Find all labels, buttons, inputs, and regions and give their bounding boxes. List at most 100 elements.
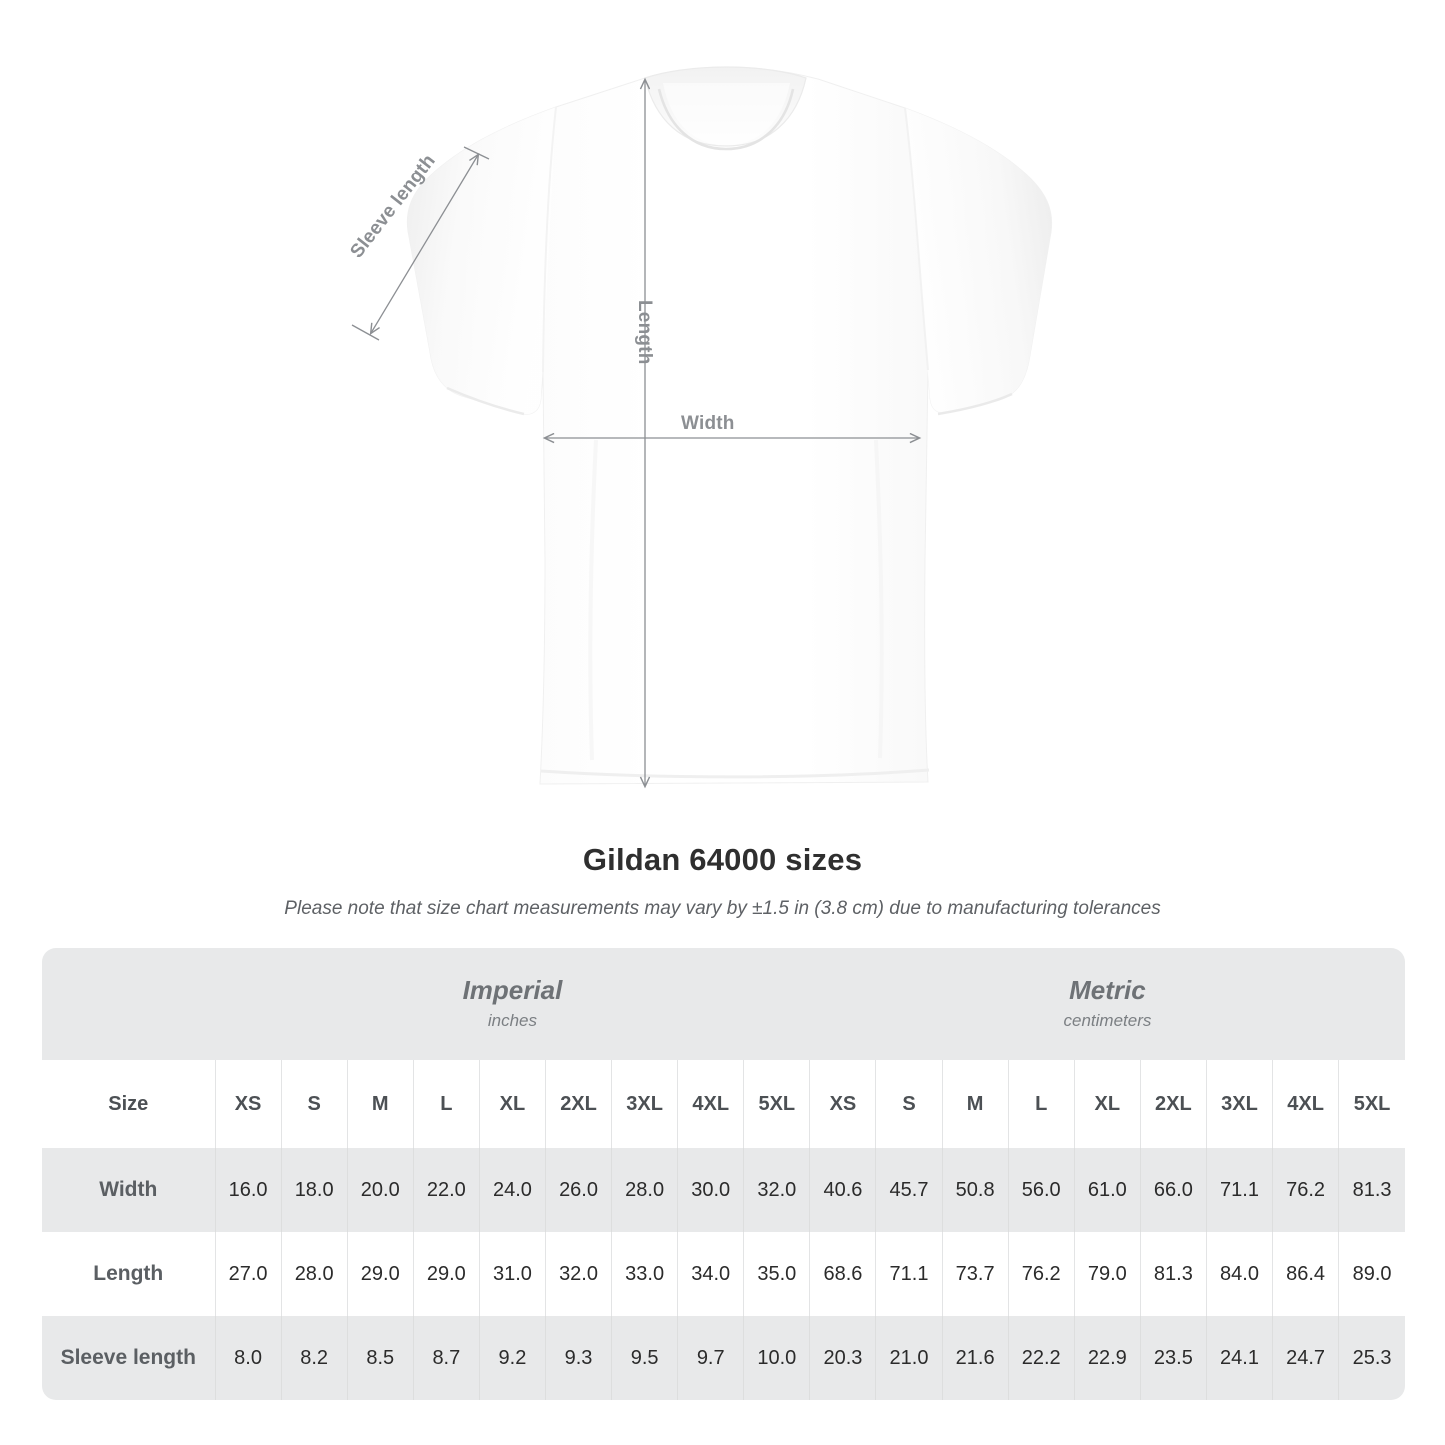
table-row: Sleeve length 8.0 8.2 8.5 8.7 9.2 9.3 9.… [42, 1316, 1405, 1400]
cell-value: 71.1 [875, 1232, 943, 1316]
size-col-header: 5XL [1338, 1060, 1405, 1148]
cell-value: 16.0 [214, 1148, 282, 1232]
size-col-header: S [280, 1060, 348, 1148]
cell-value: 79.0 [1073, 1232, 1141, 1316]
left-sleeve-hem [446, 386, 525, 416]
row-label-length: Length [42, 1232, 216, 1316]
cell-value: 45.7 [875, 1148, 943, 1232]
cell-value: 8.7 [412, 1316, 480, 1400]
right-sleeve-shade [905, 108, 1052, 413]
cell-value: 27.0 [214, 1232, 282, 1316]
unit-imperial-name: Imperial [462, 975, 563, 1005]
neck-opening [663, 83, 790, 145]
cell-value: 29.0 [412, 1232, 480, 1316]
cell-value: 8.5 [346, 1316, 414, 1400]
cell-value: 18.0 [280, 1148, 348, 1232]
cell-value: 56.0 [1007, 1148, 1075, 1232]
cell-value: 71.1 [1205, 1148, 1273, 1232]
cell-value: 86.4 [1272, 1232, 1339, 1316]
unit-metric-name: Metric [1069, 975, 1146, 1005]
cell-value: 22.2 [1007, 1316, 1075, 1400]
body-fold-right [874, 439, 884, 759]
size-col-header: XL [478, 1060, 546, 1148]
size-col-header: XL [1073, 1060, 1141, 1148]
unit-imperial-sub: inches [487, 1011, 538, 1030]
cell-value: 28.0 [280, 1232, 348, 1316]
cell-value: 25.3 [1338, 1316, 1405, 1400]
cell-value: 81.3 [1139, 1232, 1207, 1316]
cell-value: 40.6 [809, 1148, 876, 1232]
cell-value: 68.6 [809, 1232, 876, 1316]
body-fold-left [588, 439, 598, 761]
cell-value: 22.0 [412, 1148, 480, 1232]
cell-value: 20.0 [346, 1148, 414, 1232]
cell-value: 35.0 [743, 1232, 810, 1316]
cell-value: 76.2 [1007, 1232, 1075, 1316]
cell-value: 76.2 [1272, 1148, 1339, 1232]
width-annotation-label: Width [681, 413, 735, 434]
cell-value: 32.0 [544, 1232, 612, 1316]
length-annotation-label: Length [634, 300, 655, 365]
cell-value: 24.7 [1272, 1316, 1339, 1400]
cell-value: 9.5 [611, 1316, 678, 1400]
size-col-header: 5XL [743, 1060, 810, 1148]
left-armhole-seam [542, 106, 557, 373]
size-header-label: Size [42, 1060, 216, 1148]
row-label-width: Width [42, 1148, 216, 1232]
sleeve-length-arrow [369, 152, 480, 336]
collar-inner [657, 88, 795, 151]
cell-value: 50.8 [941, 1148, 1009, 1232]
unit-header-metric: Metric centimeters [809, 948, 1405, 1060]
cell-value: 29.0 [346, 1232, 414, 1316]
size-col-header: 3XL [611, 1060, 678, 1148]
right-sleeve-hem [937, 392, 1013, 416]
size-col-header: L [412, 1060, 480, 1148]
cell-value: 66.0 [1139, 1148, 1207, 1232]
cell-value: 89.0 [1338, 1232, 1405, 1316]
size-col-header: XS [214, 1060, 282, 1148]
cell-value: 26.0 [544, 1148, 612, 1232]
cell-value: 24.1 [1205, 1316, 1273, 1400]
cell-value: 34.0 [677, 1232, 744, 1316]
cell-value: 8.2 [280, 1316, 348, 1400]
cell-value: 61.0 [1073, 1148, 1141, 1232]
size-chart-table-wrapper: Imperial inches Metric centimeters Size … [42, 948, 1405, 1400]
cell-value: 20.3 [809, 1316, 876, 1400]
title-block: Gildan 64000 sizes Please note that size… [0, 840, 1445, 922]
cell-value: 73.7 [941, 1232, 1009, 1316]
table-row: Length 27.0 28.0 29.0 29.0 31.0 32.0 33.… [42, 1232, 1405, 1316]
cell-value: 22.9 [1073, 1316, 1141, 1400]
left-sleeve-shade [407, 107, 556, 415]
cell-value: 81.3 [1338, 1148, 1405, 1232]
cell-value: 30.0 [677, 1148, 744, 1232]
size-header-row: Size XS S M L XL 2XL 3XL 4XL 5XL XS S M … [42, 1060, 1405, 1148]
cell-value: 28.0 [611, 1148, 678, 1232]
bottom-hem [540, 768, 930, 779]
table-row: Width 16.0 18.0 20.0 22.0 24.0 26.0 28.0… [42, 1148, 1405, 1232]
size-col-header: XS [809, 1060, 876, 1148]
measurement-annotations [351, 77, 922, 789]
unit-header-spacer [42, 948, 216, 1060]
cell-value: 9.7 [677, 1316, 744, 1400]
size-col-header: 3XL [1205, 1060, 1273, 1148]
cell-value: 84.0 [1205, 1232, 1273, 1316]
size-col-header: M [346, 1060, 414, 1148]
cell-value: 24.0 [478, 1148, 546, 1232]
cell-value: 21.6 [941, 1316, 1009, 1400]
cell-value: 9.3 [544, 1316, 612, 1400]
page-title: Gildan 64000 sizes [582, 842, 863, 877]
right-armhole-seam [904, 107, 929, 371]
size-col-header: M [941, 1060, 1009, 1148]
sleeve-length-cap-bottom [351, 324, 380, 341]
cell-value: 31.0 [478, 1232, 546, 1316]
cell-value: 33.0 [611, 1232, 678, 1316]
unit-header-row: Imperial inches Metric centimeters [42, 948, 1405, 1060]
tshirt-diagram [351, 66, 1053, 789]
unit-header-imperial: Imperial inches [215, 948, 810, 1060]
tshirt-shape [406, 66, 1053, 785]
cell-value: 8.0 [214, 1316, 282, 1400]
cell-value: 32.0 [743, 1148, 810, 1232]
size-col-header: 2XL [544, 1060, 612, 1148]
size-col-header: 4XL [1272, 1060, 1339, 1148]
row-label-sleeve-length: Sleeve length [42, 1316, 216, 1400]
